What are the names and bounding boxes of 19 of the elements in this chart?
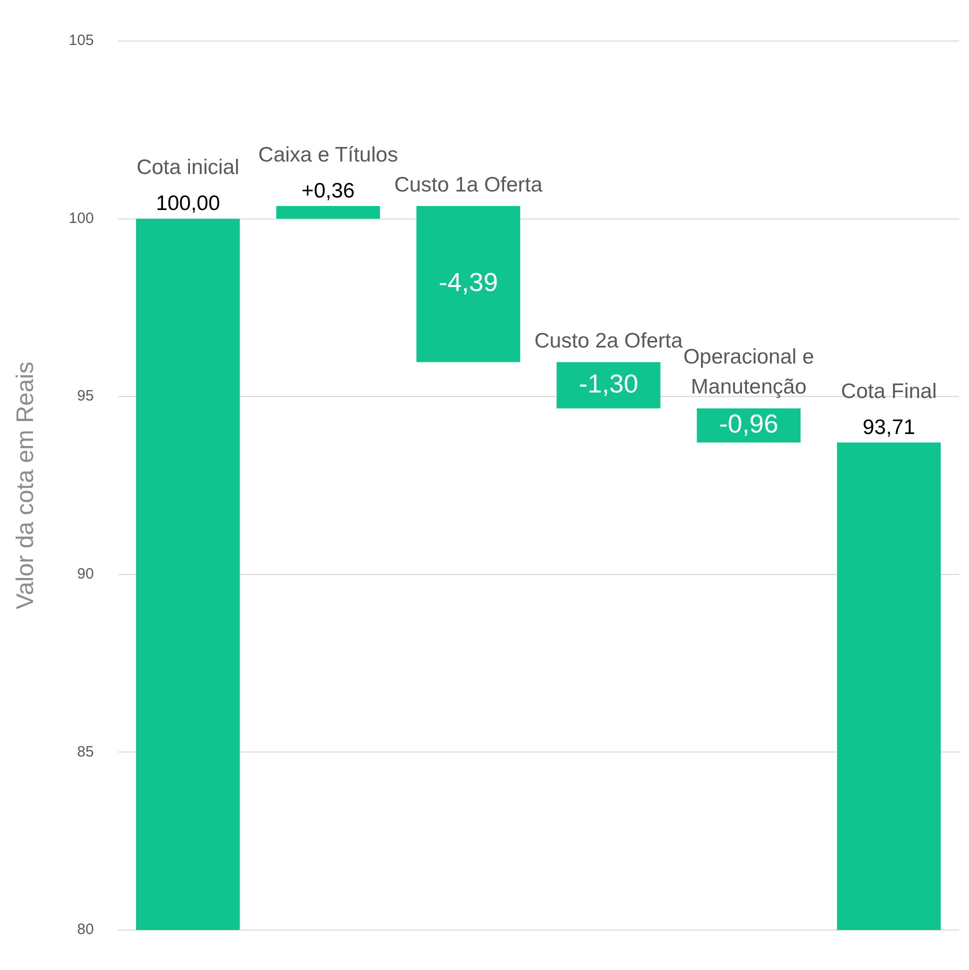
x-tick-label: Caixa e Títulos: [258, 143, 398, 166]
y-axis-title: Valor da cota em Reais: [12, 362, 40, 610]
x-tick-label: Cota Final: [841, 380, 937, 403]
y-tick-label: 80: [77, 921, 94, 938]
data-label: -0,96: [719, 408, 778, 439]
x-tick-label: Cota inicial: [136, 156, 240, 180]
data-label: +0,36: [302, 179, 355, 202]
y-tick-label: 95: [77, 388, 94, 405]
x-tick-label: Custo 2a Oferta: [534, 329, 683, 352]
y-tick-label: 85: [77, 743, 94, 760]
x-tick-label: Custo 1a Oferta: [394, 173, 543, 196]
y-tick-label: 100: [68, 210, 94, 227]
y-tick-label: 90: [77, 566, 94, 583]
data-label: -4,39: [438, 267, 498, 298]
y-tick-label: 105: [68, 32, 94, 50]
data-label: -1,30: [578, 368, 638, 398]
data-label: 100,00: [156, 192, 220, 216]
data-label: 93,71: [862, 416, 916, 439]
x-tick-label: Operacional e Manutenção: [683, 346, 814, 399]
